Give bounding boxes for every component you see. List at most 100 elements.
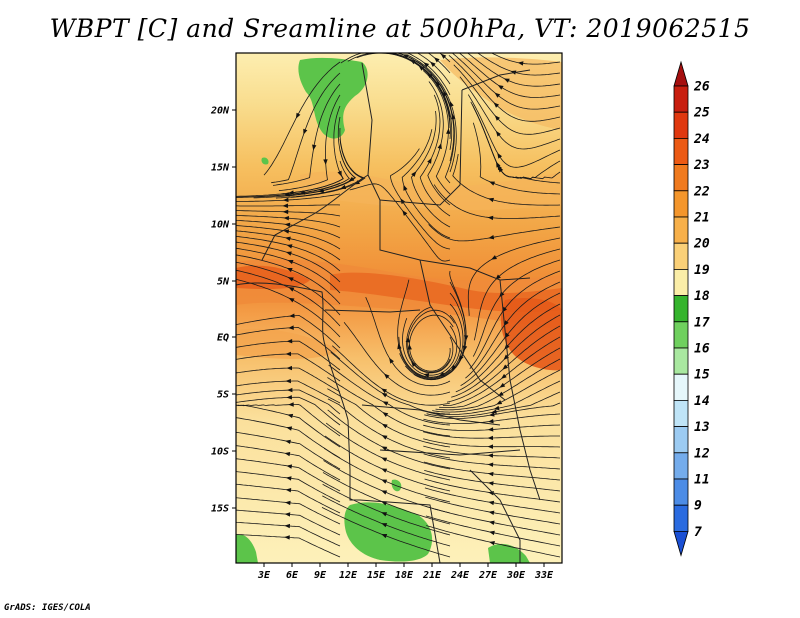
streamline-arrow <box>286 426 293 431</box>
streamline-arrow <box>423 373 430 378</box>
map-title: WBPT [C] and Sreamline at 500hPa, VT: 20… <box>49 14 751 43</box>
streamline-arrow <box>487 215 494 221</box>
streamline-arrow <box>497 84 504 90</box>
streamline-arrow <box>491 409 497 414</box>
lon-tick-label: 15E <box>367 570 386 581</box>
streamline-arrow <box>381 512 388 517</box>
colorbar-segment <box>673 504 689 532</box>
streamline-arrow <box>411 361 417 367</box>
streamline-arrow <box>282 197 289 203</box>
streamline-arrow <box>449 101 454 107</box>
streamline-arrow <box>487 471 494 477</box>
streamline-arrow <box>459 355 464 362</box>
colorbar-segment <box>673 164 689 192</box>
streamline-arrow <box>489 541 495 546</box>
streamline-arrow <box>487 481 494 486</box>
streamline-arrow <box>285 476 292 481</box>
lat-tick-label: 10N <box>211 220 230 231</box>
streamline-arrow <box>488 500 495 506</box>
streamline-arrow <box>288 297 295 303</box>
map-frame <box>235 52 563 564</box>
streamline-arrow <box>284 222 291 228</box>
lon-tick-label: 18E <box>395 570 414 581</box>
colorbar-segment <box>673 137 689 165</box>
streamline-arrow <box>488 412 495 417</box>
streamline-arrow <box>430 61 436 67</box>
lat-tick-label: 10S <box>211 447 229 458</box>
streamline-arrow <box>337 170 342 177</box>
colorbar-label: 23 <box>693 158 710 173</box>
streamline-arrow <box>503 78 510 83</box>
streamline-arrow <box>496 400 503 405</box>
streamline-arrow <box>287 277 294 282</box>
colorbar: 26 25 24 23 22 21 20 19 18 17 16 15 14 13 12 11 9 7 <box>673 60 710 557</box>
colorbar-segment <box>673 268 689 296</box>
colorbar-label: 25 <box>693 106 710 121</box>
longitude-axis: 3E 6E 9E 12E 15E 18E 21E 24E 27E 30E 33E <box>257 563 554 581</box>
streamline-arrow <box>286 244 293 249</box>
streamline-arrow <box>489 181 496 186</box>
colorbar-segment <box>673 452 689 480</box>
colorbar-label: 20 <box>693 237 710 252</box>
colorbar-segment <box>673 111 689 139</box>
streamline-arrow <box>402 210 408 216</box>
streamline-arrow <box>407 344 412 350</box>
lon-tick-label: 33E <box>534 570 554 581</box>
streamline-arrow <box>284 236 291 241</box>
streamline-arrow <box>381 501 388 506</box>
streamline-arrow <box>286 464 293 469</box>
lon-tick-label: 3E <box>257 570 271 581</box>
streamline-arrow <box>488 235 495 240</box>
streamline-arrow <box>494 115 501 121</box>
colorbar-label: 22 <box>693 184 710 199</box>
streamline-arrow <box>405 336 410 343</box>
streamline-arrow <box>381 446 388 451</box>
streamline-arrow <box>382 412 389 417</box>
colorbar-segment <box>673 347 689 375</box>
streamline-arrow <box>502 364 509 370</box>
streamline-arrow <box>446 128 451 134</box>
streamline-arrow <box>381 490 388 495</box>
streamline-arrow <box>487 418 494 424</box>
colorbar-segment <box>673 85 689 113</box>
streamline-arrow <box>499 382 506 388</box>
streamline-arrow <box>487 444 494 449</box>
streamline-arrow <box>488 197 494 203</box>
colorbar-segment <box>673 190 689 218</box>
colorbar-segment <box>673 321 689 349</box>
streamline-arrow <box>286 365 293 371</box>
streamline-arrow <box>286 395 292 400</box>
streamline-arrow <box>381 468 388 473</box>
streamline-arrow <box>284 512 291 517</box>
streamline-arrow <box>488 520 495 525</box>
colorbar-label: 9 <box>694 499 702 514</box>
streamline-arrow <box>397 343 402 350</box>
streamline-arrow <box>383 373 390 379</box>
lon-tick-label: 27E <box>478 570 498 581</box>
streamline-arrow <box>348 176 355 182</box>
colorbar-label: 26 <box>693 80 710 95</box>
streamline-arrow <box>400 198 406 205</box>
colorbar-segment <box>673 399 689 427</box>
streamline-arrow <box>288 325 294 330</box>
lat-tick-label: 15S <box>211 504 229 515</box>
streamline-arrow <box>283 229 290 234</box>
colorbar-label: 17 <box>694 315 710 330</box>
lat-tick-label: 20N <box>210 106 230 117</box>
streamline-arrow <box>493 102 500 108</box>
streamline-arrow <box>340 184 347 190</box>
colorbar-bottom-arrow <box>673 531 689 557</box>
streamline-arrow <box>381 388 388 394</box>
colorbar-label: 21 <box>693 211 710 226</box>
colorbar-segment <box>673 242 689 270</box>
streamline-arrow <box>288 402 294 407</box>
streamline-arrow <box>381 457 388 462</box>
streamline-arrow <box>427 157 432 164</box>
streamline-arrow <box>411 171 417 177</box>
colorbar-segment <box>673 426 689 454</box>
streamline-arrow <box>323 159 328 165</box>
colorbar-label: 15 <box>694 368 710 383</box>
streamline-arrow <box>284 500 291 506</box>
streamline-arrow <box>494 92 501 98</box>
